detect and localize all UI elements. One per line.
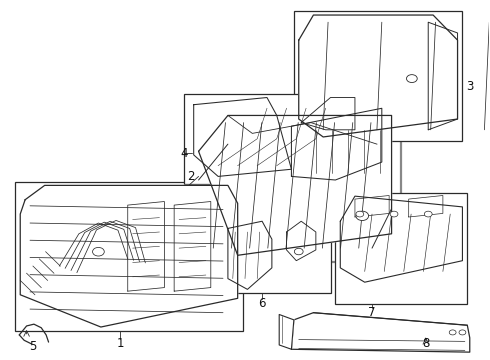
Polygon shape bbox=[292, 108, 382, 180]
Polygon shape bbox=[355, 195, 389, 217]
Polygon shape bbox=[194, 98, 292, 176]
Bar bbox=[15, 182, 243, 330]
Text: 2: 2 bbox=[188, 170, 195, 183]
Polygon shape bbox=[287, 221, 316, 261]
Polygon shape bbox=[299, 15, 458, 137]
Text: 5: 5 bbox=[29, 340, 36, 353]
Circle shape bbox=[93, 247, 104, 256]
Polygon shape bbox=[279, 315, 294, 349]
Text: 3: 3 bbox=[466, 80, 473, 93]
Polygon shape bbox=[128, 202, 164, 291]
Circle shape bbox=[356, 211, 364, 217]
Circle shape bbox=[459, 330, 466, 335]
Circle shape bbox=[294, 248, 303, 255]
Polygon shape bbox=[292, 313, 470, 352]
Bar bbox=[223, 218, 331, 293]
Polygon shape bbox=[428, 22, 458, 130]
Bar bbox=[335, 193, 467, 304]
Polygon shape bbox=[409, 195, 443, 217]
Text: 1: 1 bbox=[117, 337, 124, 350]
Circle shape bbox=[424, 211, 432, 217]
Bar bbox=[189, 108, 401, 262]
Polygon shape bbox=[174, 202, 211, 291]
Polygon shape bbox=[301, 98, 355, 130]
Polygon shape bbox=[198, 116, 392, 255]
Circle shape bbox=[356, 211, 368, 221]
Text: 4: 4 bbox=[181, 147, 188, 159]
Circle shape bbox=[407, 75, 417, 82]
Polygon shape bbox=[228, 221, 272, 289]
Bar bbox=[294, 12, 463, 140]
Text: 7: 7 bbox=[368, 306, 376, 319]
Text: 8: 8 bbox=[422, 337, 429, 350]
Circle shape bbox=[390, 211, 398, 217]
Bar bbox=[184, 94, 387, 184]
Circle shape bbox=[449, 330, 456, 335]
Polygon shape bbox=[340, 196, 463, 282]
Polygon shape bbox=[20, 185, 238, 327]
Text: 6: 6 bbox=[258, 297, 266, 310]
